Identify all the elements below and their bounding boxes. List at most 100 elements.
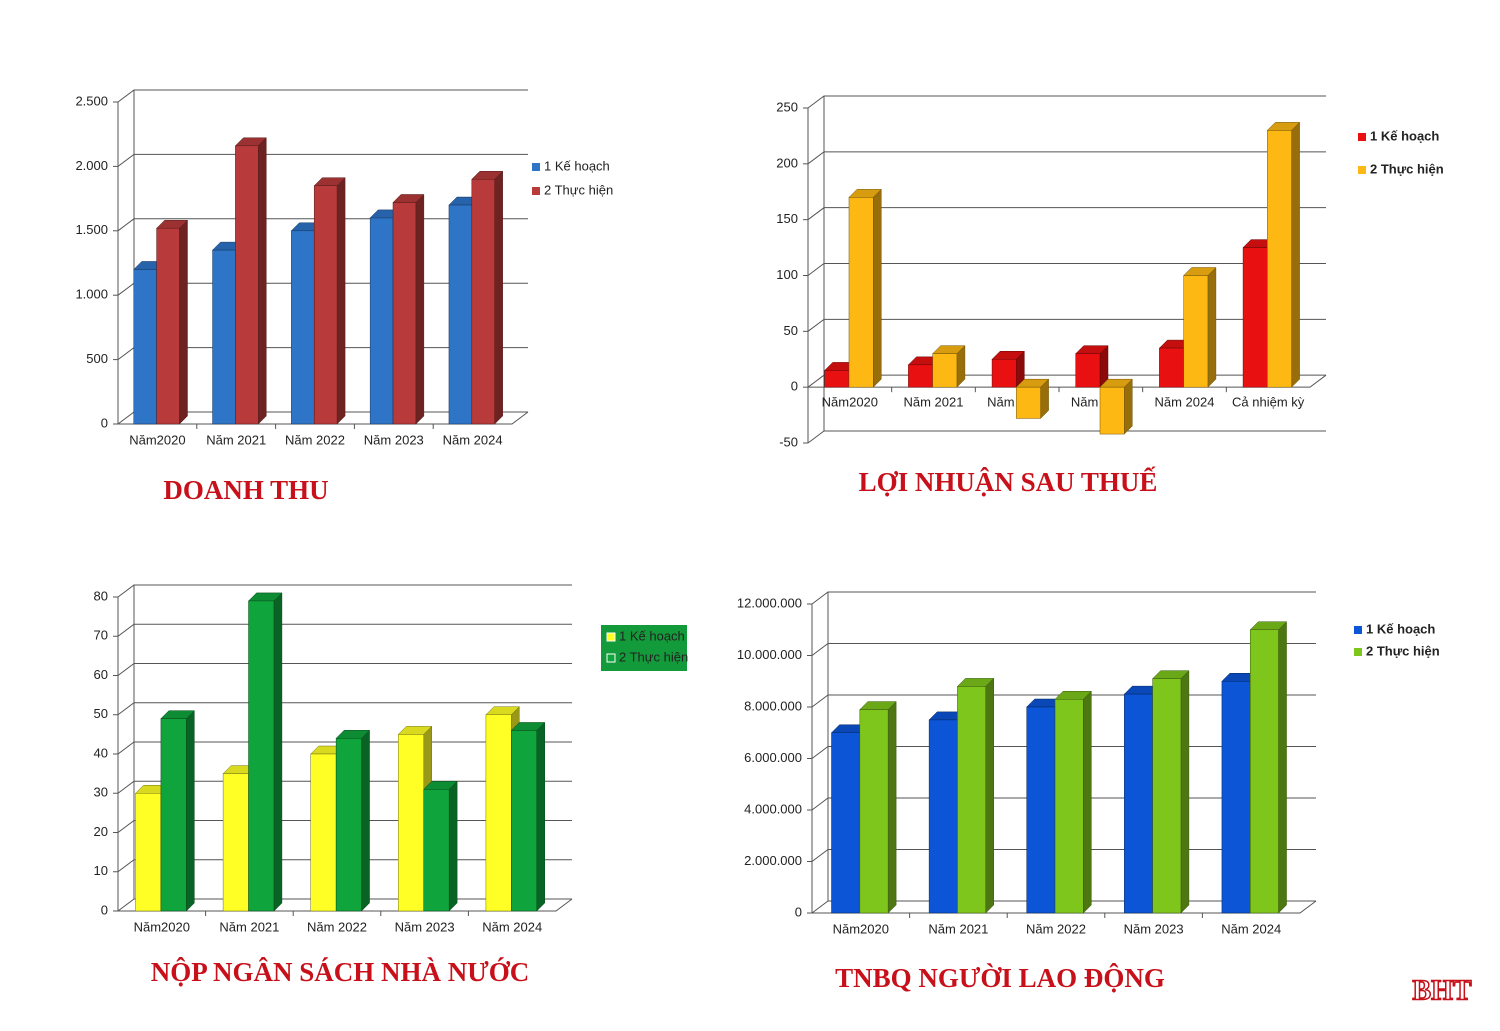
bar-side <box>1083 690 1092 914</box>
bar <box>222 765 258 912</box>
y-tick-label: 0 <box>101 902 108 917</box>
y-tick-label: 10 <box>94 863 108 878</box>
y-tick-label: 2.500 <box>75 93 108 108</box>
x-tick-label: Năm 2024 <box>1155 395 1215 410</box>
bar-side <box>887 700 897 914</box>
bar-side <box>1180 670 1190 914</box>
y-tick-label: 0 <box>791 379 798 394</box>
y-tick-label: 100 <box>776 267 798 282</box>
grid-line <box>117 89 528 103</box>
legend-label: 1 Kế hoạch <box>1366 621 1435 636</box>
bar-side <box>1291 121 1300 388</box>
x-tick-label: Năm 2021 <box>928 921 988 936</box>
bar <box>956 677 995 914</box>
legend-swatch <box>1358 166 1366 174</box>
y-tick-label: 40 <box>94 745 108 760</box>
bar <box>1054 690 1092 914</box>
bar <box>1075 345 1109 388</box>
bar-side <box>179 219 188 425</box>
chart: 0 500 1.000 1.500 2.000 2.500 Năm2020 Năm 2021 N… <box>75 89 613 505</box>
chart-title: NỘP NGÂN SÁCH NHÀ NƯỚC <box>151 957 530 987</box>
bar-front <box>824 370 850 388</box>
x-tick-label: Năm 2024 <box>443 432 503 447</box>
bar <box>1015 378 1050 420</box>
bar-front <box>235 145 259 425</box>
bar <box>1249 621 1288 914</box>
bar-side <box>273 592 283 912</box>
bar-side <box>985 677 994 914</box>
bar-front <box>1054 699 1084 914</box>
y-tick-label: -50 <box>779 434 798 449</box>
bar-side <box>336 177 346 425</box>
bar-front <box>1221 681 1251 914</box>
bar <box>1266 121 1301 388</box>
bar-front <box>133 269 157 425</box>
x-tick-label: Năm 2022 <box>307 919 367 934</box>
bar-front <box>932 353 958 388</box>
bar <box>471 170 504 425</box>
bar-front <box>1075 353 1101 388</box>
grid-line <box>807 318 1326 332</box>
legend-swatch <box>606 653 616 663</box>
bar-front <box>1183 275 1209 388</box>
chart: -50 0 50 100 150 200 250 Năm2020 Năm 2021 Năm 202… <box>776 95 1444 497</box>
bar <box>932 345 966 388</box>
bar-front <box>471 179 495 425</box>
bar <box>1183 266 1217 388</box>
bar <box>1099 378 1133 435</box>
bar-side <box>448 780 458 912</box>
legend-swatch <box>606 632 616 642</box>
legend-label: 1 Kế hoạch <box>1370 128 1439 143</box>
legend-label: 2 Thực hiện <box>544 182 613 197</box>
bar <box>423 780 458 912</box>
chart-title: DOANH THU <box>163 475 328 505</box>
bar-side <box>873 188 882 388</box>
bar-front <box>212 249 236 425</box>
bar <box>313 177 346 425</box>
chart: 0 10 20 30 40 50 60 70 80 Năm2020 Năm 2021 Năm 2022… <box>94 584 688 987</box>
bar-front <box>335 738 362 912</box>
bar-front <box>859 709 889 914</box>
bar-front <box>291 230 315 425</box>
x-tick-label: Năm 2022 <box>1026 921 1086 936</box>
bar <box>848 188 882 388</box>
bar-front <box>313 185 338 425</box>
bar-front <box>848 197 874 388</box>
bar-front <box>310 753 337 912</box>
legend-swatch <box>1354 648 1362 656</box>
legend-label: 1 Kế hoạch <box>619 628 685 643</box>
bar-front <box>485 714 512 912</box>
grid-line <box>117 663 572 676</box>
y-tick-label: 2.000 <box>75 158 108 173</box>
bar-front <box>398 734 424 912</box>
bar-side <box>258 137 267 425</box>
bar <box>156 219 189 425</box>
bar-front <box>1016 386 1041 419</box>
bar-front <box>1152 678 1182 914</box>
y-tick-label: 0 <box>101 415 108 430</box>
grid-line <box>117 702 572 716</box>
y-tick-label: 2.000.000 <box>744 853 802 868</box>
bar-front <box>392 202 417 425</box>
legend-label: 2 Thực hiện <box>1370 161 1444 176</box>
bar <box>1152 670 1190 914</box>
chart-title: LỢI NHUẬN SAU THUẾ <box>859 466 1158 497</box>
bar-front <box>1267 130 1292 388</box>
x-tick-label: Năm 2024 <box>1221 921 1281 936</box>
bar-side <box>1278 621 1287 914</box>
bar <box>859 700 897 914</box>
bar-front <box>248 600 275 912</box>
x-tick-label: Năm 2023 <box>364 432 424 447</box>
bar <box>510 721 546 912</box>
bar-side <box>494 170 503 425</box>
bar-front <box>1124 693 1153 914</box>
bar-front <box>222 773 249 912</box>
grid-line <box>811 643 1316 656</box>
bar-front <box>135 793 162 912</box>
y-tick-label: 8.000.000 <box>744 698 802 713</box>
bar-front <box>957 686 986 914</box>
legend-swatch <box>1358 133 1366 141</box>
grid-line <box>117 153 528 167</box>
bar-front <box>511 730 537 912</box>
grid-line <box>807 374 1326 388</box>
